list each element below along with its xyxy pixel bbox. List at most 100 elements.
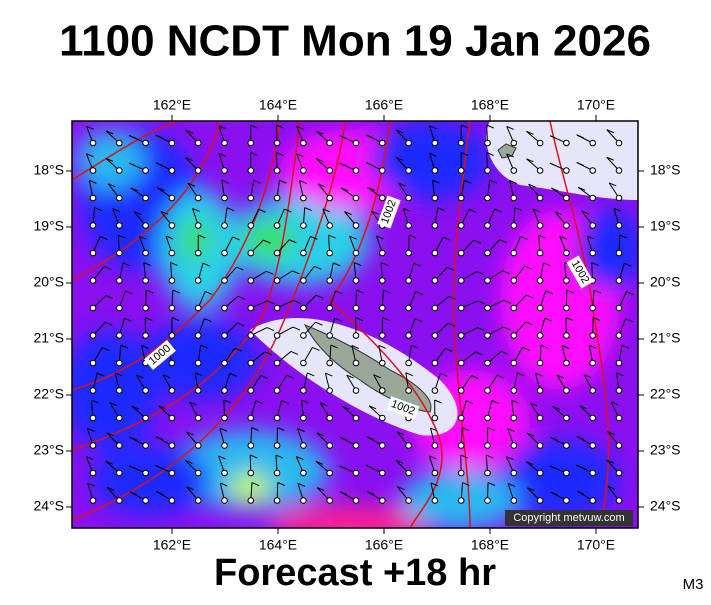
barb-station: [195, 388, 201, 394]
barb-station: [537, 333, 543, 339]
barb-station: [537, 140, 543, 146]
lat-label: 21°S: [33, 330, 64, 346]
barb-station: [432, 388, 438, 394]
barb-station: [195, 415, 201, 421]
barb-station: [90, 498, 96, 504]
lat-label: 23°S: [650, 442, 681, 458]
barb-station: [406, 168, 412, 174]
barb-station: [195, 360, 201, 366]
barb-station: [564, 140, 570, 146]
barb-station: [616, 388, 622, 394]
barb-station: [564, 223, 570, 229]
barb-station: [274, 278, 280, 284]
barb-station: [485, 415, 491, 421]
lat-label: 24°S: [33, 498, 64, 514]
barb-station: [485, 278, 491, 284]
barb-station: [485, 498, 491, 504]
barb-station: [564, 360, 570, 366]
barb-station: [222, 443, 228, 449]
barb-station: [406, 470, 412, 476]
barb-station: [117, 250, 123, 256]
barb-station: [274, 415, 280, 421]
barb-station: [143, 388, 149, 394]
barb-station: [616, 140, 622, 146]
barb-station: [537, 470, 543, 476]
barb-station: [616, 305, 622, 311]
barb-station: [195, 250, 201, 256]
barb-station: [195, 498, 201, 504]
barb-station: [564, 195, 570, 201]
barb-station: [195, 333, 201, 339]
barb-station: [380, 140, 386, 146]
barb-station: [327, 360, 333, 366]
barb-station: [590, 168, 596, 174]
barb-station: [327, 498, 333, 504]
barb-station: [432, 278, 438, 284]
barb-station: [117, 388, 123, 394]
barb-station: [117, 443, 123, 449]
barb-station: [406, 250, 412, 256]
barb-station: [117, 223, 123, 229]
barb-station: [485, 470, 491, 476]
barb-station: [169, 415, 175, 421]
barb-station: [616, 470, 622, 476]
barb-station: [353, 498, 359, 504]
barb-station: [117, 140, 123, 146]
barb-station: [485, 140, 491, 146]
lat-label: 22°S: [33, 386, 64, 402]
barb-station: [590, 250, 596, 256]
barb-station: [143, 305, 149, 311]
barb-station: [90, 333, 96, 339]
barb-station: [458, 278, 464, 284]
barb-station: [117, 305, 123, 311]
barb-station: [511, 415, 517, 421]
barb-station: [301, 333, 307, 339]
barb-station: [222, 250, 228, 256]
barb-station: [380, 443, 386, 449]
barb-station: [485, 223, 491, 229]
barb-station: [327, 140, 333, 146]
barb-station: [458, 443, 464, 449]
barb-station: [511, 333, 517, 339]
barb-station: [90, 278, 96, 284]
barb-station: [353, 195, 359, 201]
barb-station: [195, 443, 201, 449]
barb-station: [485, 333, 491, 339]
barb-station: [353, 360, 359, 366]
barb-station: [537, 415, 543, 421]
barb-station: [458, 195, 464, 201]
barb-station: [564, 470, 570, 476]
barb-station: [406, 360, 412, 366]
lat-label: 19°S: [33, 218, 64, 234]
barb-station: [274, 470, 280, 476]
barb-station: [222, 498, 228, 504]
barb-station: [485, 195, 491, 201]
barb-station: [222, 140, 228, 146]
barb-station: [616, 168, 622, 174]
barb-station: [248, 250, 254, 256]
lon-label: 166°E: [365, 537, 403, 553]
barb-station: [537, 360, 543, 366]
barb-station: [380, 333, 386, 339]
barb-station: [590, 443, 596, 449]
copyright: Copyright metvuw.com: [513, 512, 624, 524]
barb-station: [195, 195, 201, 201]
barb-station: [564, 168, 570, 174]
barb-station: [169, 360, 175, 366]
barb-station: [248, 278, 254, 284]
forecast-label: Forecast +18 hr: [214, 552, 496, 594]
barb-station: [511, 498, 517, 504]
barb-station: [537, 223, 543, 229]
barb-station: [511, 388, 517, 394]
barb-station: [143, 498, 149, 504]
barb-station: [195, 223, 201, 229]
barb-station: [353, 415, 359, 421]
barb-station: [511, 278, 517, 284]
barb-station: [301, 278, 307, 284]
barb-station: [195, 470, 201, 476]
lat-label: 23°S: [33, 442, 64, 458]
model-code: M3: [683, 576, 704, 593]
barb-station: [564, 250, 570, 256]
barb-station: [90, 443, 96, 449]
